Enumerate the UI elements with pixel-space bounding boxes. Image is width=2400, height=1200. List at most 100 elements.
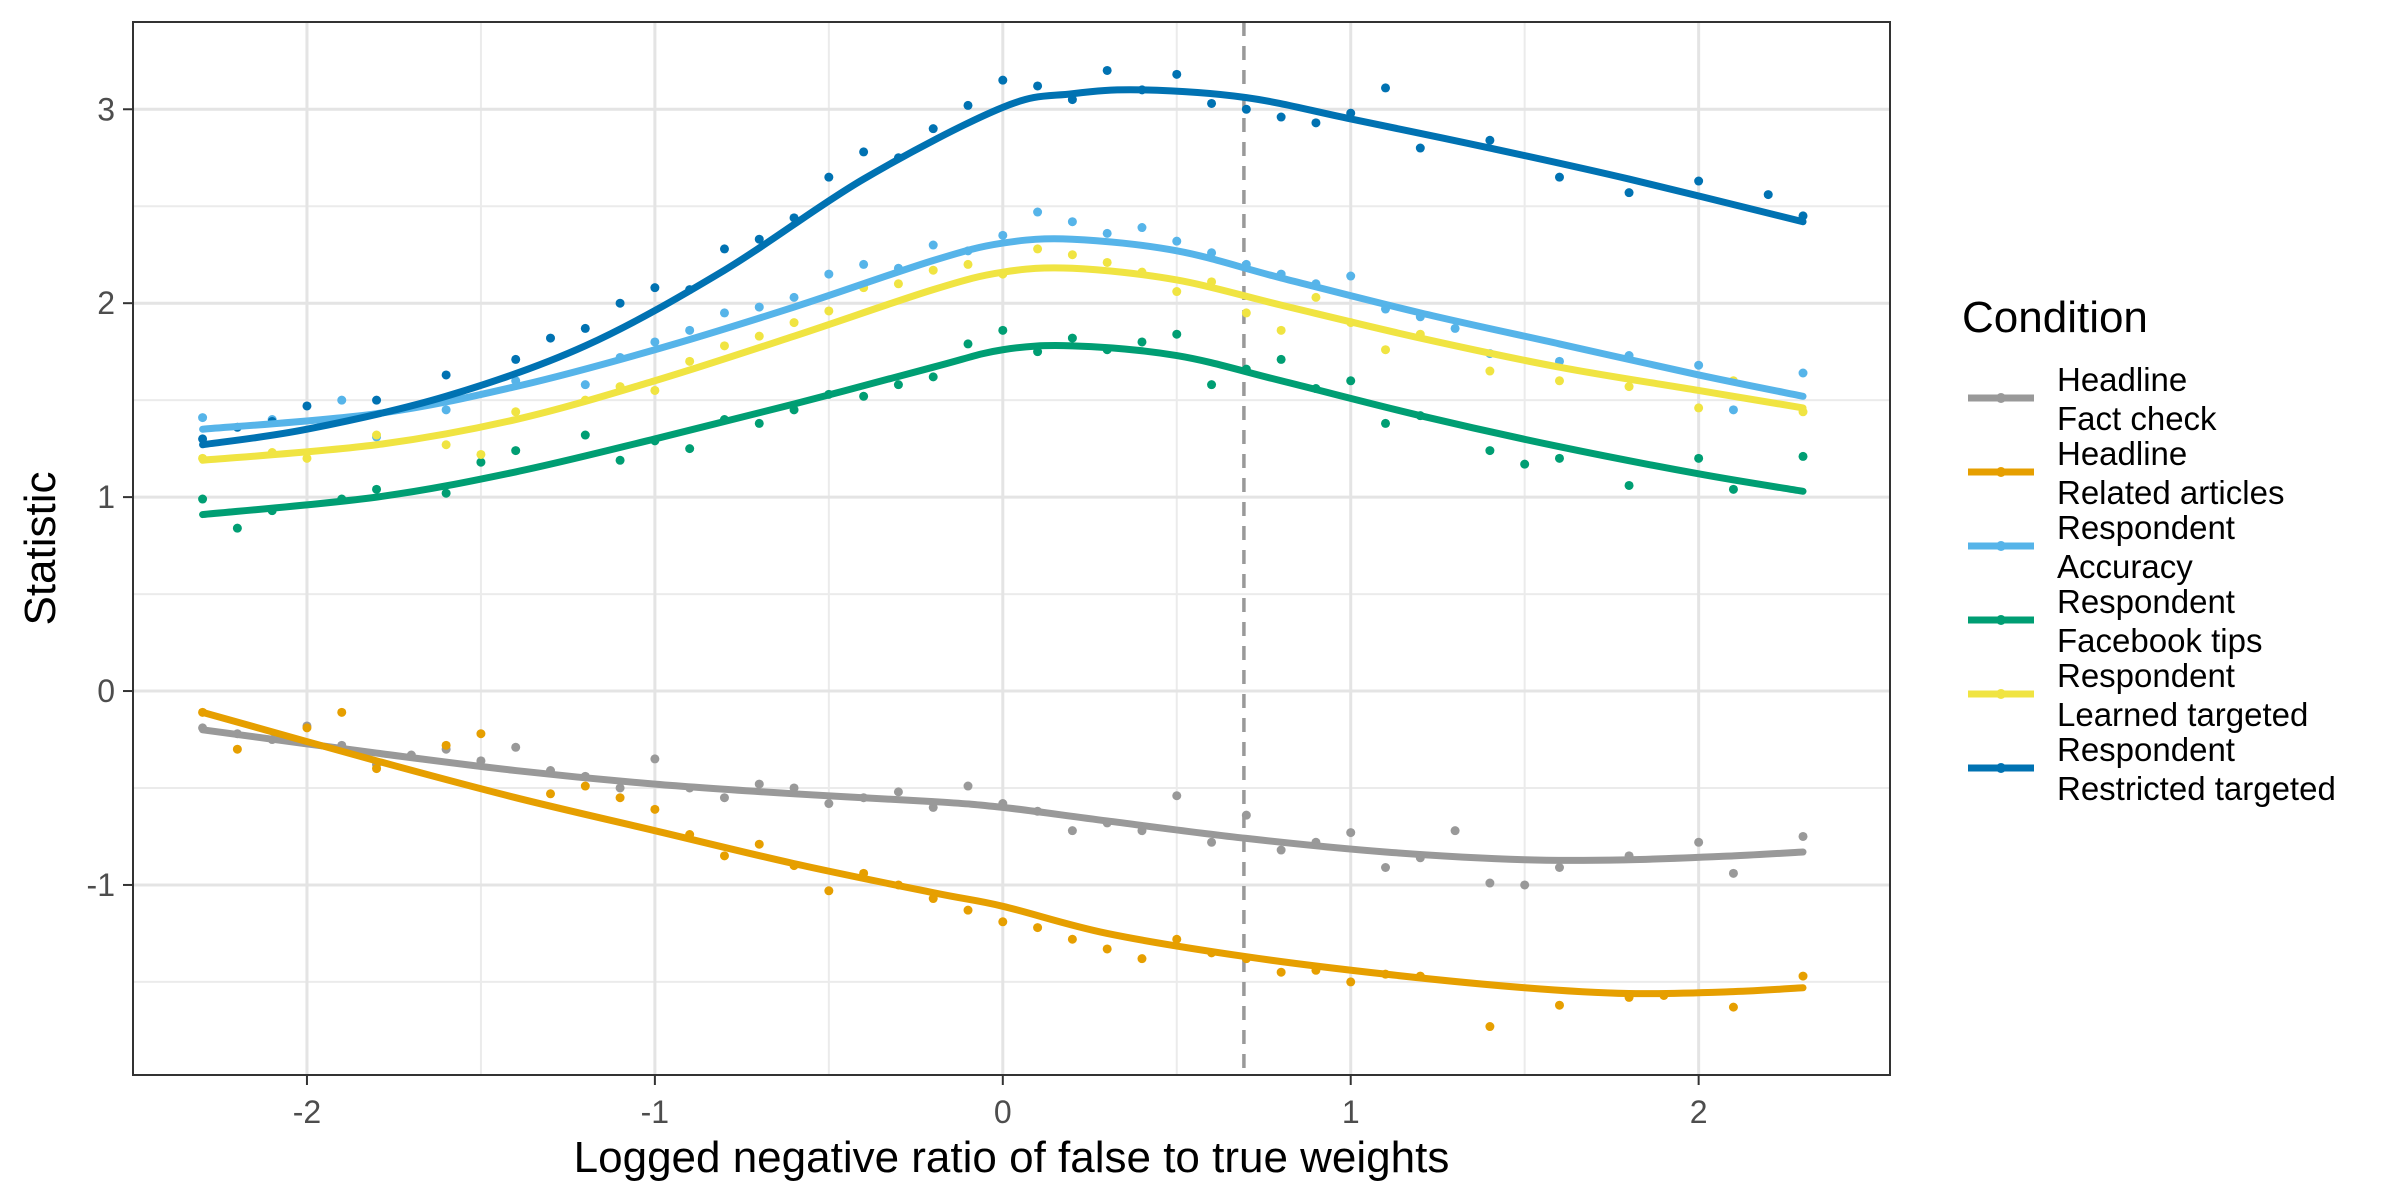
- data-point: [337, 395, 347, 405]
- data-point: [824, 269, 834, 279]
- data-point: [1311, 118, 1321, 128]
- data-point: [928, 265, 938, 275]
- data-point: [719, 851, 729, 861]
- data-point: [963, 781, 973, 791]
- data-point: [1276, 845, 1286, 855]
- data-point: [615, 783, 625, 793]
- data-point: [1067, 333, 1077, 343]
- data-point: [1381, 345, 1391, 355]
- data-point: [1485, 878, 1495, 888]
- data-point: [441, 488, 451, 498]
- data-point: [893, 787, 903, 797]
- data-point: [441, 440, 451, 450]
- data-point: [859, 259, 869, 269]
- data-point: [789, 318, 799, 328]
- legend-label-line: Respondent: [2057, 731, 2235, 768]
- legend-label: Respondent Learned targeted: [2057, 657, 2308, 733]
- data-point: [1172, 329, 1182, 339]
- data-point: [1067, 826, 1077, 836]
- data-point: [1798, 368, 1808, 378]
- data-point: [1798, 971, 1808, 981]
- x-axis-title: Logged negative ratio of false to true w…: [574, 1133, 1450, 1182]
- grid-layer: [133, 22, 1890, 1075]
- x-tick-label: -1: [641, 1094, 669, 1130]
- data-point: [1102, 228, 1112, 238]
- data-point: [1554, 172, 1564, 182]
- y-tick-label: 0: [97, 673, 115, 709]
- data-point: [754, 779, 764, 789]
- data-point: [372, 764, 382, 774]
- legend-label: Headline Fact check: [2057, 361, 2217, 437]
- data-point: [1102, 65, 1112, 75]
- data-point: [998, 230, 1008, 240]
- legend-label-line: Facebook tips: [2057, 622, 2262, 659]
- data-point: [859, 391, 869, 401]
- data-point: [232, 744, 242, 754]
- data-point: [1241, 104, 1251, 114]
- data-point: [615, 455, 625, 465]
- legend-label-line: Related articles: [2057, 474, 2284, 511]
- data-point: [580, 430, 590, 440]
- data-point: [824, 799, 834, 809]
- data-point: [719, 244, 729, 254]
- data-point: [1033, 923, 1043, 933]
- data-point: [719, 308, 729, 318]
- data-point: [998, 75, 1008, 85]
- legend-label: Respondent Accuracy: [2057, 509, 2235, 585]
- data-point: [1798, 831, 1808, 841]
- data-point: [928, 124, 938, 134]
- data-point: [1311, 292, 1321, 302]
- legend-label-line: Accuracy: [2057, 548, 2193, 585]
- data-point: [928, 372, 938, 382]
- data-point: [754, 839, 764, 849]
- data-point: [1728, 868, 1738, 878]
- legend-label-line: Respondent: [2057, 657, 2235, 694]
- data-point: [441, 405, 451, 415]
- data-point: [963, 339, 973, 349]
- data-point: [1241, 308, 1251, 318]
- data-point: [1554, 376, 1564, 386]
- data-point: [1798, 451, 1808, 461]
- data-point: [824, 306, 834, 316]
- data-point: [1276, 354, 1286, 364]
- y-axis-title: Statistic: [16, 471, 65, 625]
- legend-item-2: Respondent Accuracy: [1968, 509, 2235, 585]
- legend-label-line: Headline: [2057, 435, 2187, 472]
- data-point: [1554, 863, 1564, 873]
- data-point: [198, 494, 208, 504]
- data-point: [650, 385, 660, 395]
- trend-line-5: [199, 86, 1807, 449]
- data-point: [1485, 366, 1495, 376]
- data-point: [1207, 837, 1217, 847]
- data-point: [441, 740, 451, 750]
- data-point: [1694, 837, 1704, 847]
- data-point: [1694, 360, 1704, 370]
- panel-border: [132, 21, 1891, 1076]
- x-tick-label: -2: [293, 1094, 321, 1130]
- x-axis: -2 -1 0 1 2: [293, 1075, 1708, 1130]
- data-point: [1485, 446, 1495, 456]
- data-point: [1415, 143, 1425, 153]
- data-point: [511, 407, 521, 417]
- legend-label-line: Learned targeted: [2057, 696, 2308, 733]
- data-point: [1276, 112, 1286, 122]
- data-point: [1554, 453, 1564, 463]
- data-point: [372, 430, 382, 440]
- data-point: [1694, 453, 1704, 463]
- data-point: [1381, 418, 1391, 428]
- legend-key-point: [1996, 689, 2006, 699]
- data-point: [1172, 236, 1182, 246]
- data-point: [1624, 188, 1634, 198]
- data-point: [372, 484, 382, 494]
- data-point: [1276, 967, 1286, 977]
- trend-line-2: [199, 235, 1807, 433]
- data-point: [302, 453, 312, 463]
- data-point: [1102, 257, 1112, 267]
- data-point: [1067, 934, 1077, 944]
- data-point: [1485, 1022, 1495, 1032]
- data-point: [511, 354, 521, 364]
- legend-key-point: [1996, 615, 2006, 625]
